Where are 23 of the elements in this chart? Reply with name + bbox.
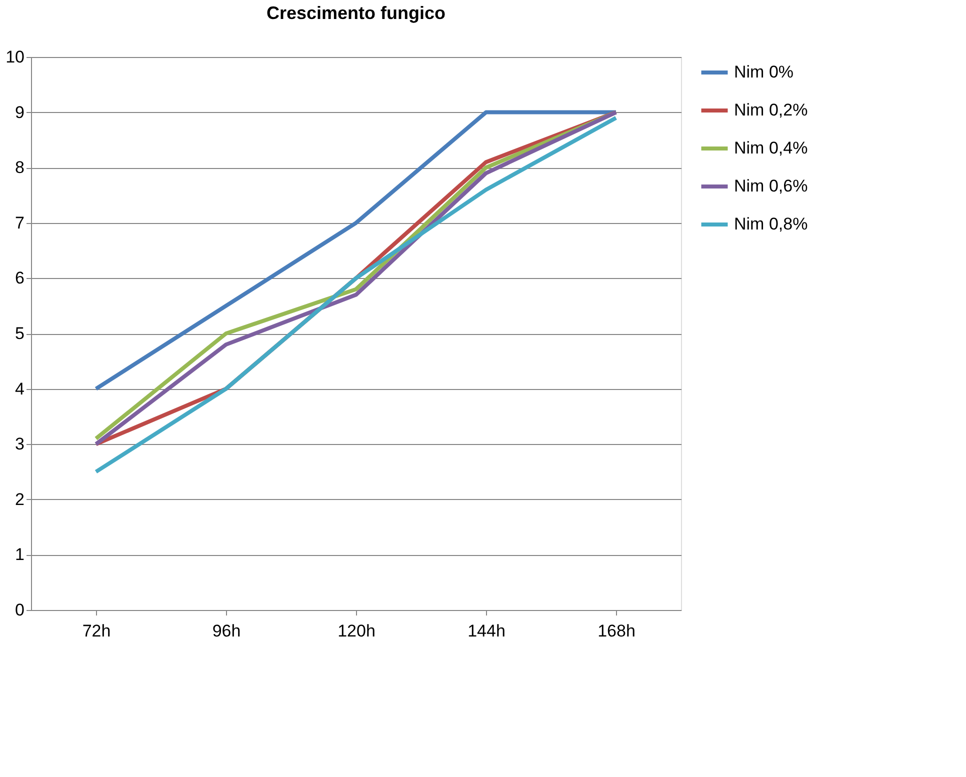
x-tick-label: 144h [468, 622, 506, 640]
line-series [94, 110, 618, 391]
legend-label: Nim 0,2% [734, 100, 808, 120]
y-tick-label: 8 [15, 158, 24, 178]
y-tick-label: 6 [15, 268, 24, 288]
y-tick-label: 2 [15, 490, 24, 509]
x-tick-label: 96h [212, 622, 241, 640]
x-tick-label: 120h [338, 622, 376, 640]
x-tick-label: 72h [82, 622, 111, 640]
legend-label: Nim 0,8% [734, 214, 808, 234]
x-tick-label: 168h [598, 622, 636, 640]
legend-label: Nim 0,4% [734, 138, 808, 158]
y-tick-label: 1 [15, 545, 24, 564]
y-tick-label: 5 [15, 324, 24, 343]
y-tick-label: 3 [15, 434, 24, 454]
legend-label: Nim 0% [734, 62, 794, 82]
y-tick-label: 4 [15, 379, 24, 398]
y-tick-label: 9 [15, 102, 24, 122]
legend-label: Nim 0,6% [734, 176, 808, 196]
y-tick-label: 7 [15, 213, 24, 232]
y-tick-label: 0 [15, 600, 24, 620]
y-tick-label: 10 [6, 48, 24, 66]
chart-title: Crescimento fungico [266, 3, 446, 23]
